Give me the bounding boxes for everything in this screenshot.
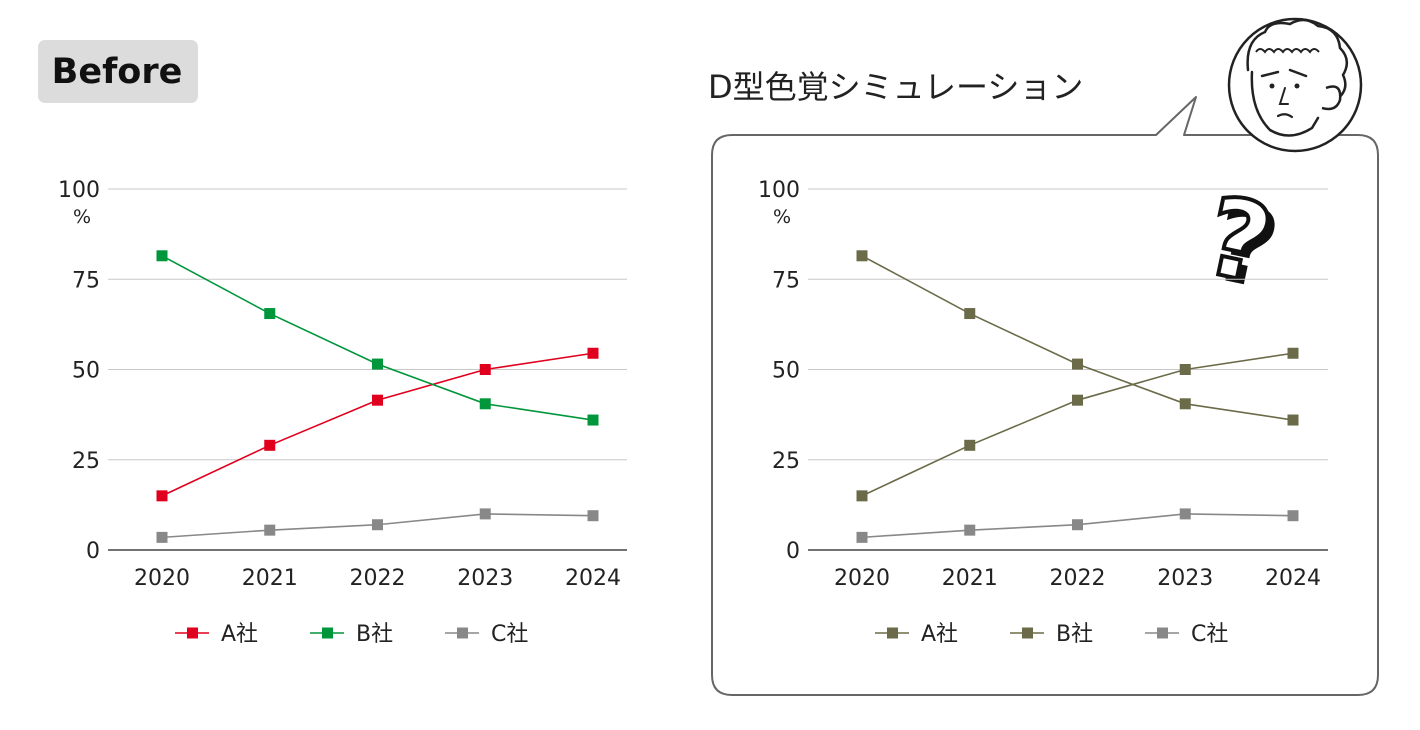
before-label: Before: [52, 52, 183, 92]
data-point: [964, 439, 976, 451]
before-badge: Before: [38, 40, 198, 103]
data-point: [1179, 508, 1191, 520]
legend-label: C社: [491, 622, 528, 647]
data-point: [264, 439, 276, 451]
chart-simulation: 0 25 50 75 100% 2020 2021 2022 2023 2024 A社 B社 C社: [758, 178, 1328, 647]
data-point: [156, 250, 168, 262]
hair-outline: [1246, 18, 1349, 102]
data-point: [372, 358, 383, 370]
data-point: [1287, 510, 1299, 522]
data-point: [1072, 519, 1083, 531]
data-point: [1287, 347, 1299, 359]
legend-label: B社: [356, 622, 393, 647]
legend-marker: [887, 627, 898, 639]
data-point: [856, 531, 868, 543]
x-tick-label: 2020: [834, 566, 890, 591]
legend-label: B社: [1056, 622, 1093, 647]
y-tick-label: 0: [786, 539, 800, 564]
x-tick-label: 2022: [1050, 566, 1106, 591]
data-point: [156, 531, 168, 543]
data-point: [856, 250, 868, 262]
x-tick-label: 2021: [942, 566, 998, 591]
data-point: [856, 490, 868, 502]
y-tick-label: 25: [72, 449, 100, 474]
legend-marker: [1157, 627, 1168, 639]
y-tick-label: 75: [72, 268, 100, 293]
legend-marker: [1022, 627, 1033, 639]
legend-marker: [322, 627, 333, 639]
y-tick-label: 25: [772, 449, 800, 474]
x-tick-label: 2021: [242, 566, 298, 591]
legend-label: A社: [221, 622, 258, 647]
x-tick-label: 2020: [134, 566, 190, 591]
mouth: [1276, 113, 1294, 119]
series-line: [161, 352, 594, 497]
speech-bubble: [711, 96, 1379, 696]
y-tick-label: 75: [772, 268, 800, 293]
data-point: [1072, 394, 1083, 406]
data-point: [587, 347, 599, 359]
data-point: [264, 308, 276, 320]
ear: [1321, 85, 1342, 111]
data-point: [964, 524, 976, 536]
data-point: [264, 524, 276, 536]
data-point: [479, 508, 491, 520]
hair-curls: [1255, 48, 1320, 54]
y-tick-label: 100: [758, 178, 800, 203]
y-tick-label: 50: [772, 359, 800, 384]
data-point: [587, 414, 599, 426]
face-outline: [1250, 70, 1320, 137]
nose: [1278, 87, 1289, 105]
right-eye: [1294, 83, 1300, 89]
y-tick-label: 0: [86, 539, 100, 564]
data-point: [479, 398, 491, 410]
y-tick-label: 50: [72, 359, 100, 384]
legend-marker: [457, 627, 468, 639]
confused-person-avatar: [1227, 17, 1363, 153]
data-point: [964, 308, 976, 320]
legend-marker: [187, 627, 198, 639]
left-eyebrow: [1260, 70, 1280, 78]
right-eyebrow: [1288, 68, 1308, 78]
x-tick-label: 2024: [565, 566, 621, 591]
y-unit-label: %: [773, 206, 791, 228]
chart-before: 0 25 50 75 100% 2020 2021 2022 2023 2024 A社 B社 C社: [58, 178, 627, 647]
data-point: [1179, 364, 1191, 375]
x-tick-label: 2023: [457, 566, 513, 591]
before-badge-bg: [38, 40, 198, 103]
y-unit-label: %: [73, 206, 91, 228]
x-tick-label: 2023: [1157, 566, 1213, 591]
data-point: [372, 519, 383, 531]
data-point: [1287, 414, 1299, 426]
data-point: [156, 490, 168, 502]
legend-label: A社: [921, 622, 958, 647]
legend-label: C社: [1191, 622, 1228, 647]
data-point: [1179, 398, 1191, 410]
simulation-title: D型色覚シミュレーション: [708, 68, 1083, 106]
data-point: [479, 364, 491, 375]
data-point: [1072, 358, 1083, 370]
data-point: [587, 510, 599, 522]
x-tick-label: 2024: [1265, 566, 1321, 591]
x-tick-label: 2022: [350, 566, 406, 591]
y-tick-label: 100: [58, 178, 100, 203]
left-eye: [1269, 83, 1275, 89]
data-point: [372, 394, 383, 406]
